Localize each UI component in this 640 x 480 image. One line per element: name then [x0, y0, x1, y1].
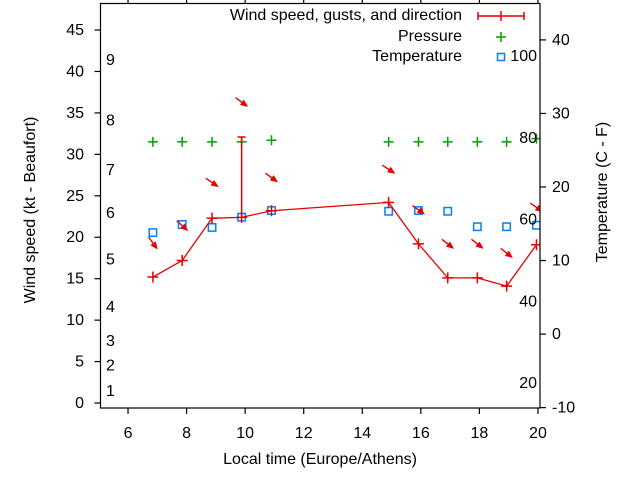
wind-tick-label: 10	[66, 312, 84, 329]
beaufort-label: 6	[106, 205, 115, 222]
beaufort-label: 4	[106, 299, 115, 316]
x-tick-label: 12	[295, 425, 313, 442]
x-tick-label: 18	[470, 425, 488, 442]
beaufort-label: 8	[106, 112, 115, 129]
celsius-tick-label: 20	[552, 179, 570, 196]
temperature-point	[207, 222, 217, 232]
temperature-point	[443, 206, 453, 216]
wind-tick-label: 0	[75, 395, 84, 412]
wind-tick-label: 40	[66, 63, 84, 80]
wind-tick-label: 30	[66, 146, 84, 163]
temperature-series	[148, 206, 540, 238]
left-axis-title: Wind speed (kt - Beaufort)	[22, 116, 39, 304]
x-axis-title: Local time (Europe/Athens)	[223, 451, 417, 468]
legend-label-temperature: Temperature	[372, 48, 462, 66]
x-tick-label: 16	[412, 425, 430, 442]
beaufort-label: 1	[106, 383, 115, 400]
pressure-series	[147, 133, 540, 147]
plot-border	[99, 2, 541, 409]
wind-tick-label: 20	[66, 229, 84, 246]
celsius-tick-label: 40	[552, 32, 570, 49]
wind-tick-label: 35	[66, 105, 84, 122]
temperature-point	[384, 206, 394, 216]
wind-series	[147, 136, 540, 292]
legend-row-temperature: Temperature	[0, 47, 640, 68]
wind-tick-label: 15	[66, 271, 84, 288]
wind-direction-arrows	[147, 97, 540, 259]
fahrenheit-label: 100	[510, 48, 537, 65]
wind-tick-label: 5	[75, 354, 84, 371]
fahrenheit-label: 40	[519, 293, 537, 310]
beaufort-label: 5	[106, 252, 115, 269]
legend-label-pressure: Pressure	[397, 27, 462, 45]
fahrenheit-label: 60	[519, 212, 537, 229]
temperature-point	[532, 220, 540, 230]
celsius-tick-label: 10	[552, 253, 570, 270]
x-tick-label: 14	[353, 425, 371, 442]
wind-errorbar-sample-icon	[475, 8, 535, 24]
legend-row-wind: Wind speed, gusts, and direction	[0, 6, 640, 27]
pressure-plus-sample-icon	[475, 29, 535, 45]
fahrenheit-label: 20	[519, 375, 537, 392]
legend-row-pressure: Pressure	[0, 27, 640, 48]
legend-label-wind: Wind speed, gusts, and direction	[229, 7, 462, 25]
x-tick-label: 20	[529, 425, 547, 442]
wind-tick-label: 45	[66, 22, 84, 39]
temperature-square-sample-icon	[475, 49, 535, 65]
temperature-point	[148, 228, 158, 238]
tick-labels: 6 8 10 12 14 16 18 2005101520253035404512345678…	[66, 22, 575, 442]
wind-tick-label: 25	[66, 188, 84, 205]
beaufort-label: 7	[106, 162, 115, 179]
gust-errorbar	[237, 136, 246, 218]
celsius-tick-label: 0	[552, 326, 561, 343]
temperature-point	[472, 222, 482, 232]
celsius-tick-label: -10	[552, 400, 575, 417]
celsius-tick-label: 30	[552, 105, 570, 122]
beaufort-label: 2	[106, 358, 115, 375]
x-tick-label: 10	[236, 425, 254, 442]
axes	[94, 0, 546, 414]
legend: Wind speed, gusts, and direction Pressur…	[0, 6, 640, 68]
right-axis-title: Temperature (C - F)	[594, 121, 611, 263]
beaufort-label: 3	[106, 333, 115, 350]
beaufort-label: 9	[106, 52, 115, 69]
temperature-point	[502, 222, 512, 232]
fahrenheit-label: 80	[519, 130, 537, 147]
x-tick-label: 6	[124, 425, 133, 442]
x-tick-label: 8	[182, 425, 191, 442]
